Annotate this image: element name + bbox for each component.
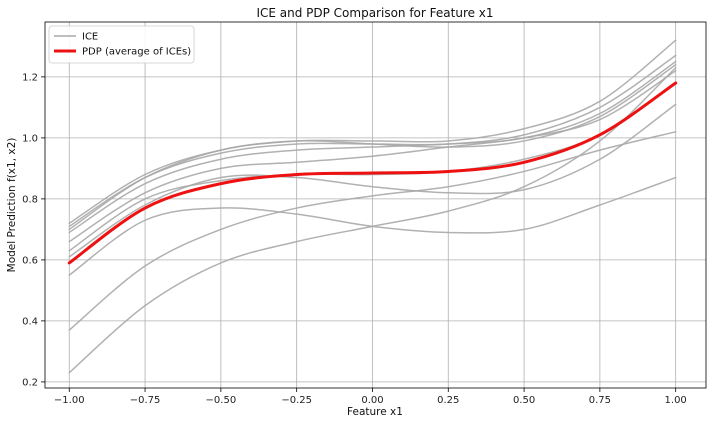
x-tick-label: 1.00 xyxy=(665,395,687,406)
y-tick-label: 0.2 xyxy=(22,377,38,388)
x-axis-ticks: −1.00 −0.75 −0.50 −0.25 0.00 0.25 0.50 0.75 1.00 xyxy=(54,388,687,406)
x-tick-label: 0.00 xyxy=(361,395,383,406)
ice-series-line-7 xyxy=(68,103,677,258)
x-tick-label: 0.50 xyxy=(513,395,535,406)
y-tick-label: 0.4 xyxy=(22,316,38,327)
ice-series-line-5 xyxy=(68,70,677,243)
y-axis-ticks: 0.2 0.4 0.6 0.8 1.0 1.2 xyxy=(22,72,45,388)
ice-series-line-10 xyxy=(68,67,677,374)
ice-series-line-1 xyxy=(68,39,677,225)
legend-ice-label: ICE xyxy=(82,32,98,43)
y-tick-label: 0.8 xyxy=(22,194,38,205)
x-tick-label: 0.25 xyxy=(437,395,459,406)
pdp-series-line xyxy=(67,81,678,265)
y-tick-label: 1.2 xyxy=(22,72,38,83)
legend-pdp-label: PDP (average of ICEs) xyxy=(82,47,191,58)
plot-frame xyxy=(44,21,707,389)
legend-box xyxy=(48,25,195,64)
y-axis-label: Model Prediction f(x1, x2) xyxy=(6,138,18,273)
y-tick-label: 0.6 xyxy=(22,255,38,266)
x-tick-label: 0.75 xyxy=(589,395,611,406)
ice-series-line-3 xyxy=(68,63,677,231)
ice-series-line-4 xyxy=(68,60,677,234)
y-tick-label: 1.0 xyxy=(22,133,38,144)
chart-title: ICE and PDP Comparison for Feature x1 xyxy=(256,6,493,20)
x-axis-label: Feature x1 xyxy=(347,406,403,418)
x-tick-label: −1.00 xyxy=(54,395,85,406)
pdp-line xyxy=(67,81,678,265)
ice-lines xyxy=(68,39,677,374)
x-tick-label: −0.50 xyxy=(206,395,237,406)
x-tick-label: −0.25 xyxy=(281,395,312,406)
plot-background xyxy=(45,22,706,388)
legend: ICE PDP (average of ICEs) xyxy=(48,25,195,64)
ice-series-line-9 xyxy=(68,131,677,331)
x-tick-label: −0.75 xyxy=(130,395,161,406)
